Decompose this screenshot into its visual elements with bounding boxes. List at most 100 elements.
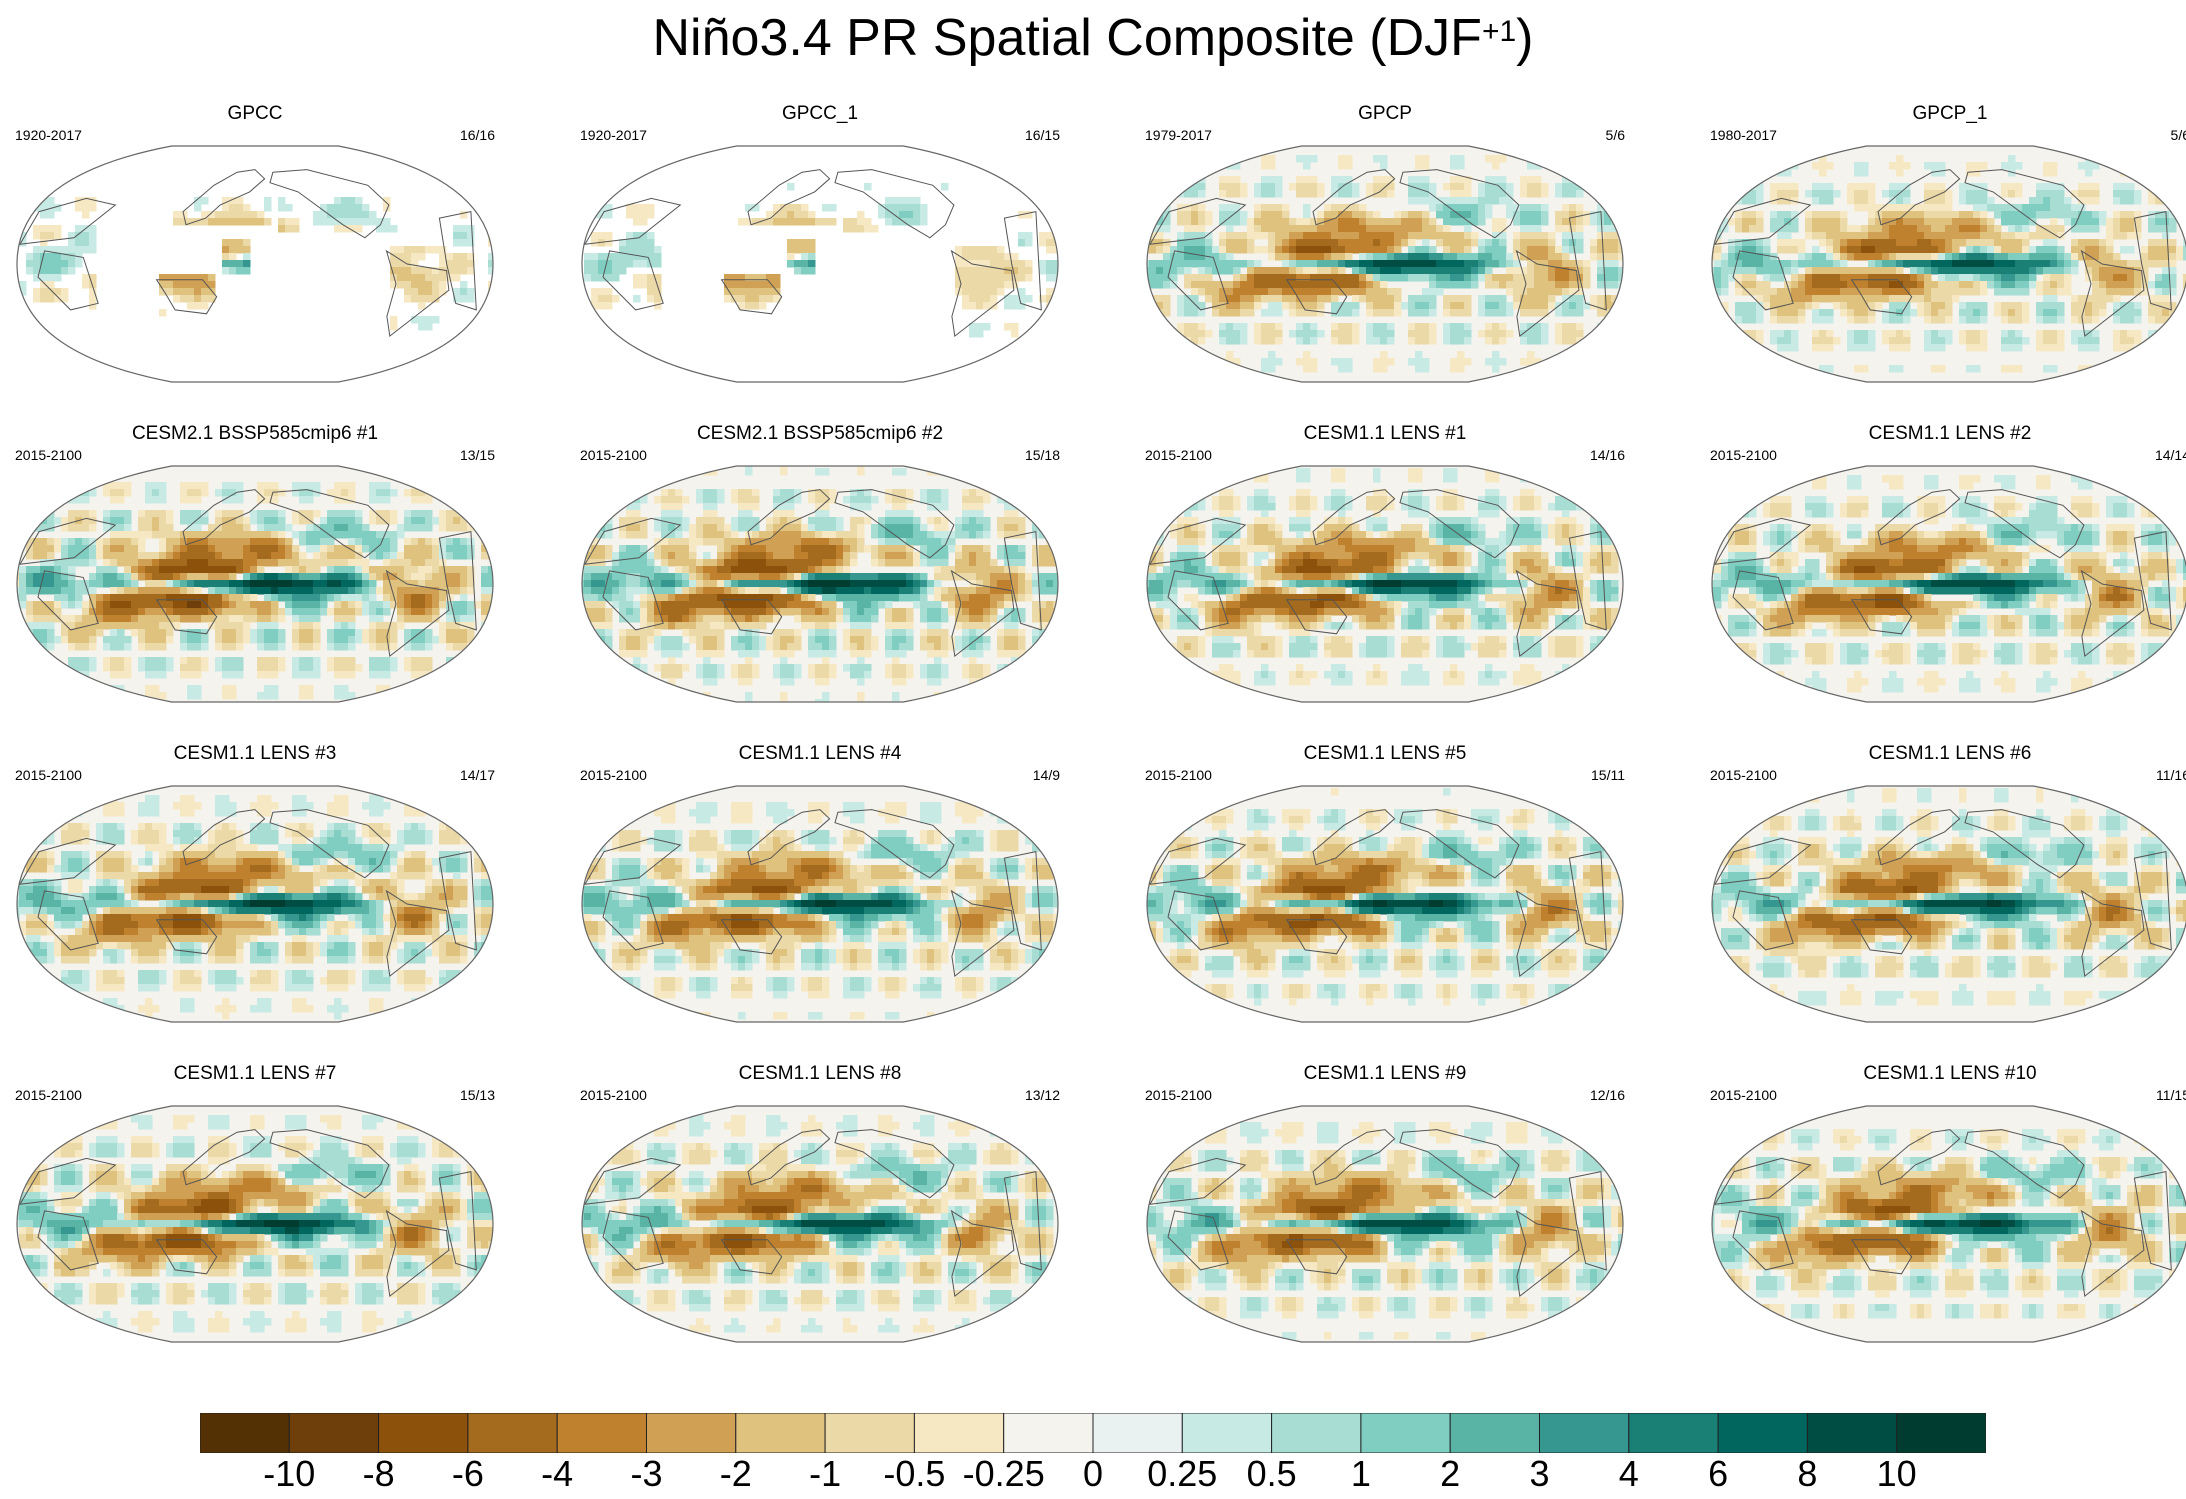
map-field (1712, 466, 2186, 702)
coastline (1568, 210, 1607, 311)
panel-count: 5/6 (2171, 127, 2186, 143)
map-panel: CESM1.1 LENS #10 2015-2100 11/15 (1700, 1063, 2186, 1348)
map-outline (1711, 145, 2186, 383)
map-outline (581, 145, 1059, 383)
colorbar-tick-label: -1 (809, 1454, 841, 1494)
colorbar-tick-label: 3 (1529, 1454, 1549, 1494)
coastline (182, 489, 266, 546)
panel-count: 15/18 (1025, 447, 1060, 463)
panel-title: GPCC_1 (570, 103, 1070, 125)
colorbar-tick-label: 10 (1877, 1454, 1917, 1494)
colorbar-tick-label: -2 (720, 1454, 752, 1494)
panel-count: 16/16 (460, 127, 495, 143)
coastline (720, 919, 783, 955)
map-field (1712, 786, 2186, 1022)
map-outline (16, 785, 494, 1023)
panel-count: 11/16 (2156, 767, 2186, 783)
colorbar-box (1896, 1413, 1986, 1453)
map-svg (581, 785, 1059, 1023)
coastline (2080, 889, 2145, 978)
panel-title: CESM1.1 LENS #6 (1700, 743, 2186, 765)
panel-period: 2015-2100 (580, 1087, 647, 1103)
colorbar-box (1181, 1413, 1273, 1453)
colorbar-tick-label: 0.5 (1247, 1454, 1297, 1494)
map-outline (581, 1105, 1059, 1343)
panel-count: 13/12 (1025, 1087, 1060, 1103)
panel-count: 14/16 (1590, 447, 1625, 463)
panel-title: CESM1.1 LENS #3 (5, 743, 505, 765)
map-svg (16, 145, 494, 383)
coastline (269, 169, 390, 239)
coastline (1515, 569, 1580, 658)
coastline (1515, 249, 1580, 338)
colorbar-tick-label: -3 (630, 1454, 662, 1494)
coastline (385, 889, 450, 978)
coastline (19, 197, 117, 245)
panel-period: 1979-2017 (1145, 127, 1212, 143)
coastline (269, 809, 390, 879)
panel-title: CESM1.1 LENS #10 (1700, 1063, 2186, 1085)
coastline (182, 169, 266, 226)
panel-count: 13/15 (460, 447, 495, 463)
colorbar-tick-label: 4 (1619, 1454, 1639, 1494)
coastline (269, 489, 390, 559)
panel-period: 2015-2100 (15, 447, 82, 463)
colorbar-box (1003, 1413, 1094, 1453)
panel-period: 1980-2017 (1710, 127, 1777, 143)
coastline (19, 837, 117, 885)
coastline (1732, 250, 1794, 311)
coastline (37, 890, 99, 951)
panel-title: CESM1.1 LENS #8 (570, 1063, 1070, 1085)
title-text: Niño3.4 PR Spatial Composite (DJF (653, 9, 1482, 67)
coastline (584, 517, 682, 565)
map-field (582, 466, 1058, 702)
coastline (1003, 210, 1042, 311)
colorbar-tick-label: 0 (1083, 1454, 1103, 1494)
coastline (720, 1239, 783, 1275)
title-superscript: +1 (1482, 15, 1516, 48)
map-panel: GPCP_1 1980-2017 5/6 (1700, 103, 2186, 388)
coastline (1714, 517, 1812, 565)
coastline (1850, 1239, 1913, 1275)
coastline (1285, 1239, 1348, 1275)
coastline (950, 1209, 1015, 1298)
coastline (37, 1210, 99, 1271)
colorbar-box (556, 1413, 648, 1453)
panel-period: 2015-2100 (1710, 1087, 1777, 1103)
coastline (2133, 850, 2172, 951)
map-field (1147, 786, 1623, 1022)
map-panel: CESM1.1 LENS #3 2015-2100 14/17 (5, 743, 505, 1028)
map-outline (1146, 145, 1624, 383)
coastline (269, 1129, 390, 1199)
coastline (1399, 809, 1520, 879)
panel-count: 15/11 (1591, 767, 1625, 783)
colorbar (200, 1413, 1986, 1453)
map-outline (1711, 1105, 2186, 1343)
coastline (155, 599, 218, 635)
map-panel: CESM1.1 LENS #5 2015-2100 15/11 (1135, 743, 1635, 1028)
coastline (1714, 837, 1812, 885)
colorbar-box (735, 1413, 826, 1453)
coastline (2133, 1170, 2172, 1271)
colorbar-box (1449, 1413, 1540, 1453)
colorbar-box (1717, 1413, 1808, 1453)
panel-title: CESM2.1 BSSP585cmip6 #1 (5, 423, 505, 445)
map-panel: GPCP 1979-2017 5/6 (1135, 103, 1635, 388)
coastline (1149, 837, 1247, 885)
coastline (1003, 850, 1042, 951)
title-close: ) (1516, 9, 1533, 67)
map-svg (1146, 465, 1624, 703)
map-panel: CESM1.1 LENS #9 2015-2100 12/16 (1135, 1063, 1635, 1348)
colorbar-box (824, 1413, 915, 1453)
map-outline (1711, 785, 2186, 1023)
map-panel: CESM1.1 LENS #1 2015-2100 14/16 (1135, 423, 1635, 708)
coastline (1850, 599, 1913, 635)
coastline (2080, 249, 2145, 338)
map-panel: GPCC 1920-2017 16/16 (5, 103, 505, 388)
map-outline (16, 465, 494, 703)
coastline (834, 1129, 955, 1199)
coastline (834, 169, 955, 239)
map-field (1147, 146, 1623, 382)
map-panel: CESM2.1 BSSP585cmip6 #1 2015-2100 13/15 (5, 423, 505, 708)
panel-period: 1920-2017 (580, 127, 647, 143)
